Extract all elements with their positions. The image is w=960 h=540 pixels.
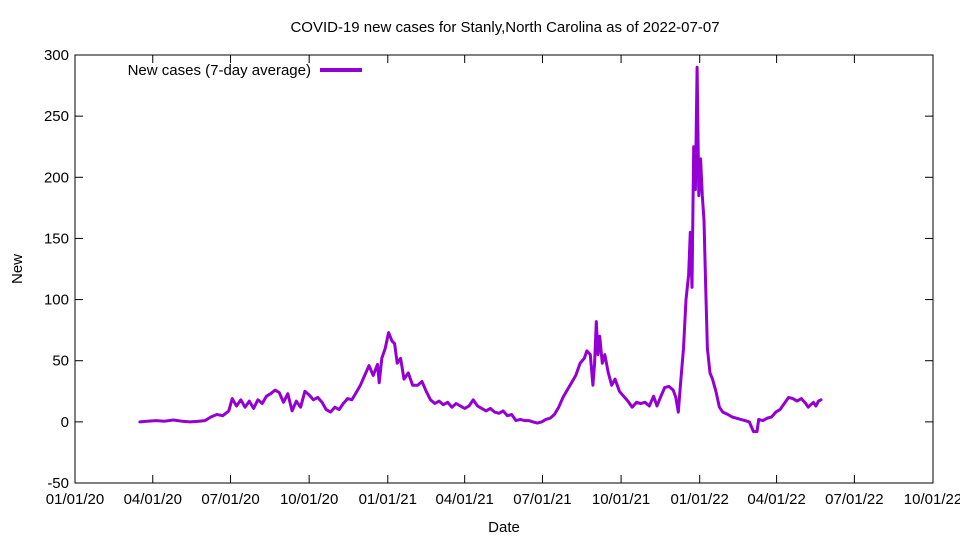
x-axis: 01/01/20 04/01/20 07/01/20 10/01/20 01/01/21… [46,55,960,508]
x-tick-label: 01/01/20 [46,491,104,508]
y-tick-label: -50 [47,475,69,492]
legend: New cases (7-day average) [128,62,362,79]
x-tick-label: 07/01/21 [513,491,571,508]
series-line-new-cases [138,65,823,434]
series-layer [138,65,823,434]
y-tick-label: 50 [52,353,69,370]
y-tick-label: 300 [44,47,69,64]
y-axis: -50 0 50 100 150 200 250 300 [44,47,933,492]
legend-label: New cases (7-day average) [128,62,311,79]
plot-area-frame [74,54,934,484]
y-axis-label: New [9,254,26,284]
x-tick-label: 07/01/20 [201,491,259,508]
x-tick-label: 04/01/20 [124,491,182,508]
x-tick-label: 07/01/22 [825,491,883,508]
y-tick-label: 200 [44,169,69,186]
y-tick-label: 150 [44,230,69,247]
chart-title: COVID-19 new cases for Stanly,North Caro… [290,19,719,36]
x-tick-label: 04/01/22 [747,491,805,508]
y-tick-label: 100 [44,292,69,309]
x-tick-label: 01/01/22 [671,491,729,508]
x-tick-label: 01/01/21 [359,491,417,508]
x-tick-label: 04/01/21 [435,491,493,508]
x-tick-label: 10/01/22 [904,491,960,508]
x-tick-label: 10/01/20 [280,491,338,508]
x-tick-label: 10/01/21 [592,491,650,508]
y-tick-label: 250 [44,108,69,125]
y-tick-label: 0 [61,414,69,431]
x-axis-label: Date [488,519,520,536]
